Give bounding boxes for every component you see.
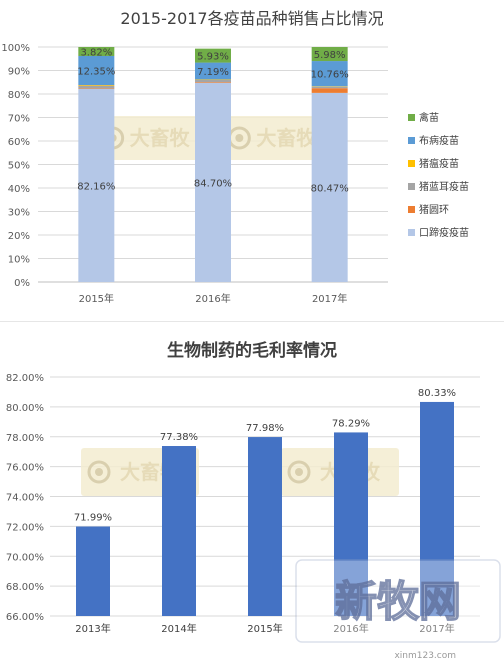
legend-swatch [408,229,415,236]
watermark-logo-dot [95,468,103,476]
data-label: 80.47% [311,183,349,194]
watermark-text: 大畜牧 [256,126,317,150]
data-label: 3.82% [80,47,112,58]
data-label: 10.76% [311,70,349,81]
watermark-logo-dot [295,468,303,476]
watermark-text: 大畜牧 [130,126,191,150]
y-tick-label: 80.00% [6,403,44,414]
x-tick-label: 2015年 [247,622,282,635]
y-tick-label: 72.00% [6,522,44,533]
y-tick-label: 40% [8,184,30,195]
x-tick-label: 2016年 [195,292,230,305]
data-label: 12.35% [77,66,115,77]
data-label: 84.70% [194,178,232,189]
bar-segment [78,86,114,89]
legend-label: 猪蓝耳疫苗 [419,180,469,193]
bar-segment [312,87,348,88]
y-tick-label: 76.00% [6,463,44,474]
legend-label: 布病疫苗 [419,134,459,147]
y-tick-label: 74.00% [6,493,44,504]
data-label: 82.16% [77,181,115,192]
data-label: 78.29% [332,418,370,429]
data-label: 71.99% [74,513,112,524]
legend-swatch [408,160,415,167]
legend-swatch [408,206,415,213]
x-tick-label: 2015年 [79,292,114,305]
data-label: 77.38% [160,432,198,443]
brand-watermark-text: 新牧网 [335,577,461,626]
y-tick-label: 10% [8,255,30,266]
legend-label: 猪瘟疫苗 [419,157,459,170]
bar [162,446,196,616]
data-label: 7.19% [197,67,229,78]
data-label: 77.98% [246,423,284,434]
y-tick-label: 66.00% [6,612,44,623]
y-tick-label: 50% [8,161,30,172]
vaccine-share-chart: 2015-2017各疫苗品种销售占比情况 大畜牧 大畜牧 0% 10% 20% 30% 4… [0,0,504,322]
legend-swatch [408,183,415,190]
bar-segment [195,82,231,83]
bar [76,527,110,616]
legend-label: 口蹄疫疫苗 [419,226,469,239]
y-tick-label: 90% [8,67,30,78]
data-label: 80.33% [418,388,456,399]
data-label: 5.93% [197,52,229,63]
y-tick-label: 0% [14,278,30,289]
legend-swatch [408,137,415,144]
y-tick-label: 70.00% [6,552,44,563]
y-tick-label: 20% [8,231,30,242]
x-tick-label: 2014年 [161,622,196,635]
vaccine-share-chart-panel: 2015-2017各疫苗品种销售占比情况 大畜牧 大畜牧 0% 10% 20% 30% 4… [0,0,504,322]
bar-segment [312,88,348,93]
legend-label: 猪圆环 [419,204,449,216]
y-tick-label: 82.00% [6,373,44,384]
footer-url: xinm123.com [394,651,456,661]
y-tick-label: 100% [1,43,30,54]
y-tick-label: 68.00% [6,582,44,593]
y-tick-label: 60% [8,137,30,148]
y-tick-label: 78.00% [6,433,44,444]
y-tick-label: 70% [8,114,30,125]
chart-title: 生物制药的毛利率情况 [167,340,337,361]
bar [248,437,282,616]
legend-swatch [408,114,415,121]
y-tick-label: 80% [8,90,30,101]
x-tick-label: 2017年 [312,292,347,305]
data-label: 5.98% [314,50,346,61]
x-tick-label: 2013年 [75,622,110,635]
legend-label: 禽苗 [419,111,439,124]
y-tick-label: 30% [8,208,30,219]
chart-title: 2015-2017各疫苗品种销售占比情况 [120,9,383,28]
watermark-logo-dot [235,134,243,142]
bar-segment [78,85,114,86]
bar-segment [195,80,231,82]
